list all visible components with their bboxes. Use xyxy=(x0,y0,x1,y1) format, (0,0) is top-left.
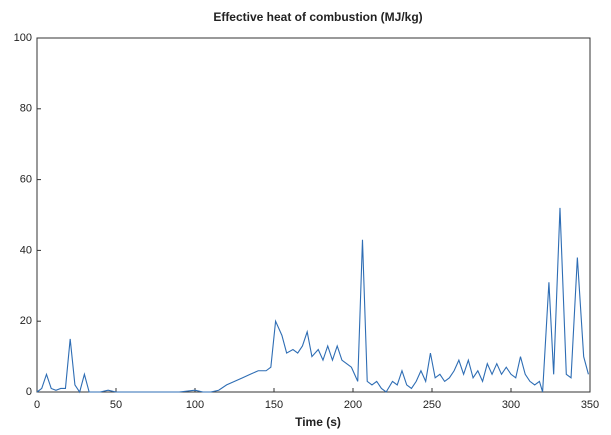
x-tick-label: 350 xyxy=(581,399,599,411)
plot-frame xyxy=(36,37,591,393)
y-tick-label: 100 xyxy=(14,32,32,44)
x-tick-label: 200 xyxy=(344,399,362,411)
x-tick-label: 100 xyxy=(186,399,204,411)
y-tick-label: 60 xyxy=(20,174,32,186)
x-tick-label: 250 xyxy=(423,399,441,411)
x-tick-label: 300 xyxy=(502,399,520,411)
x-tick-label: 150 xyxy=(265,399,283,411)
x-tick-label: 50 xyxy=(110,399,122,411)
x-tick-label: 0 xyxy=(34,399,40,411)
data-line xyxy=(36,207,589,394)
x-axis-label: Time (s) xyxy=(295,415,341,429)
y-tick-label: 40 xyxy=(20,244,32,256)
chart-title: Effective heat of combustion (MJ/kg) xyxy=(213,10,422,24)
y-tick-label: 0 xyxy=(26,386,32,398)
y-tick-label: 80 xyxy=(20,103,32,115)
y-tick-label: 20 xyxy=(20,315,32,327)
